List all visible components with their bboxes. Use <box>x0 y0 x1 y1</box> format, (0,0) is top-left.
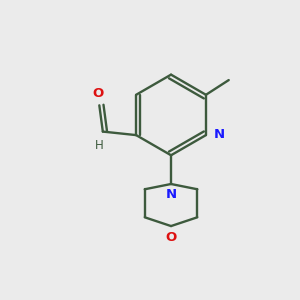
Text: H: H <box>95 139 104 152</box>
Text: N: N <box>166 188 177 201</box>
Text: O: O <box>92 87 103 100</box>
Text: O: O <box>165 231 177 244</box>
Text: N: N <box>214 128 225 141</box>
